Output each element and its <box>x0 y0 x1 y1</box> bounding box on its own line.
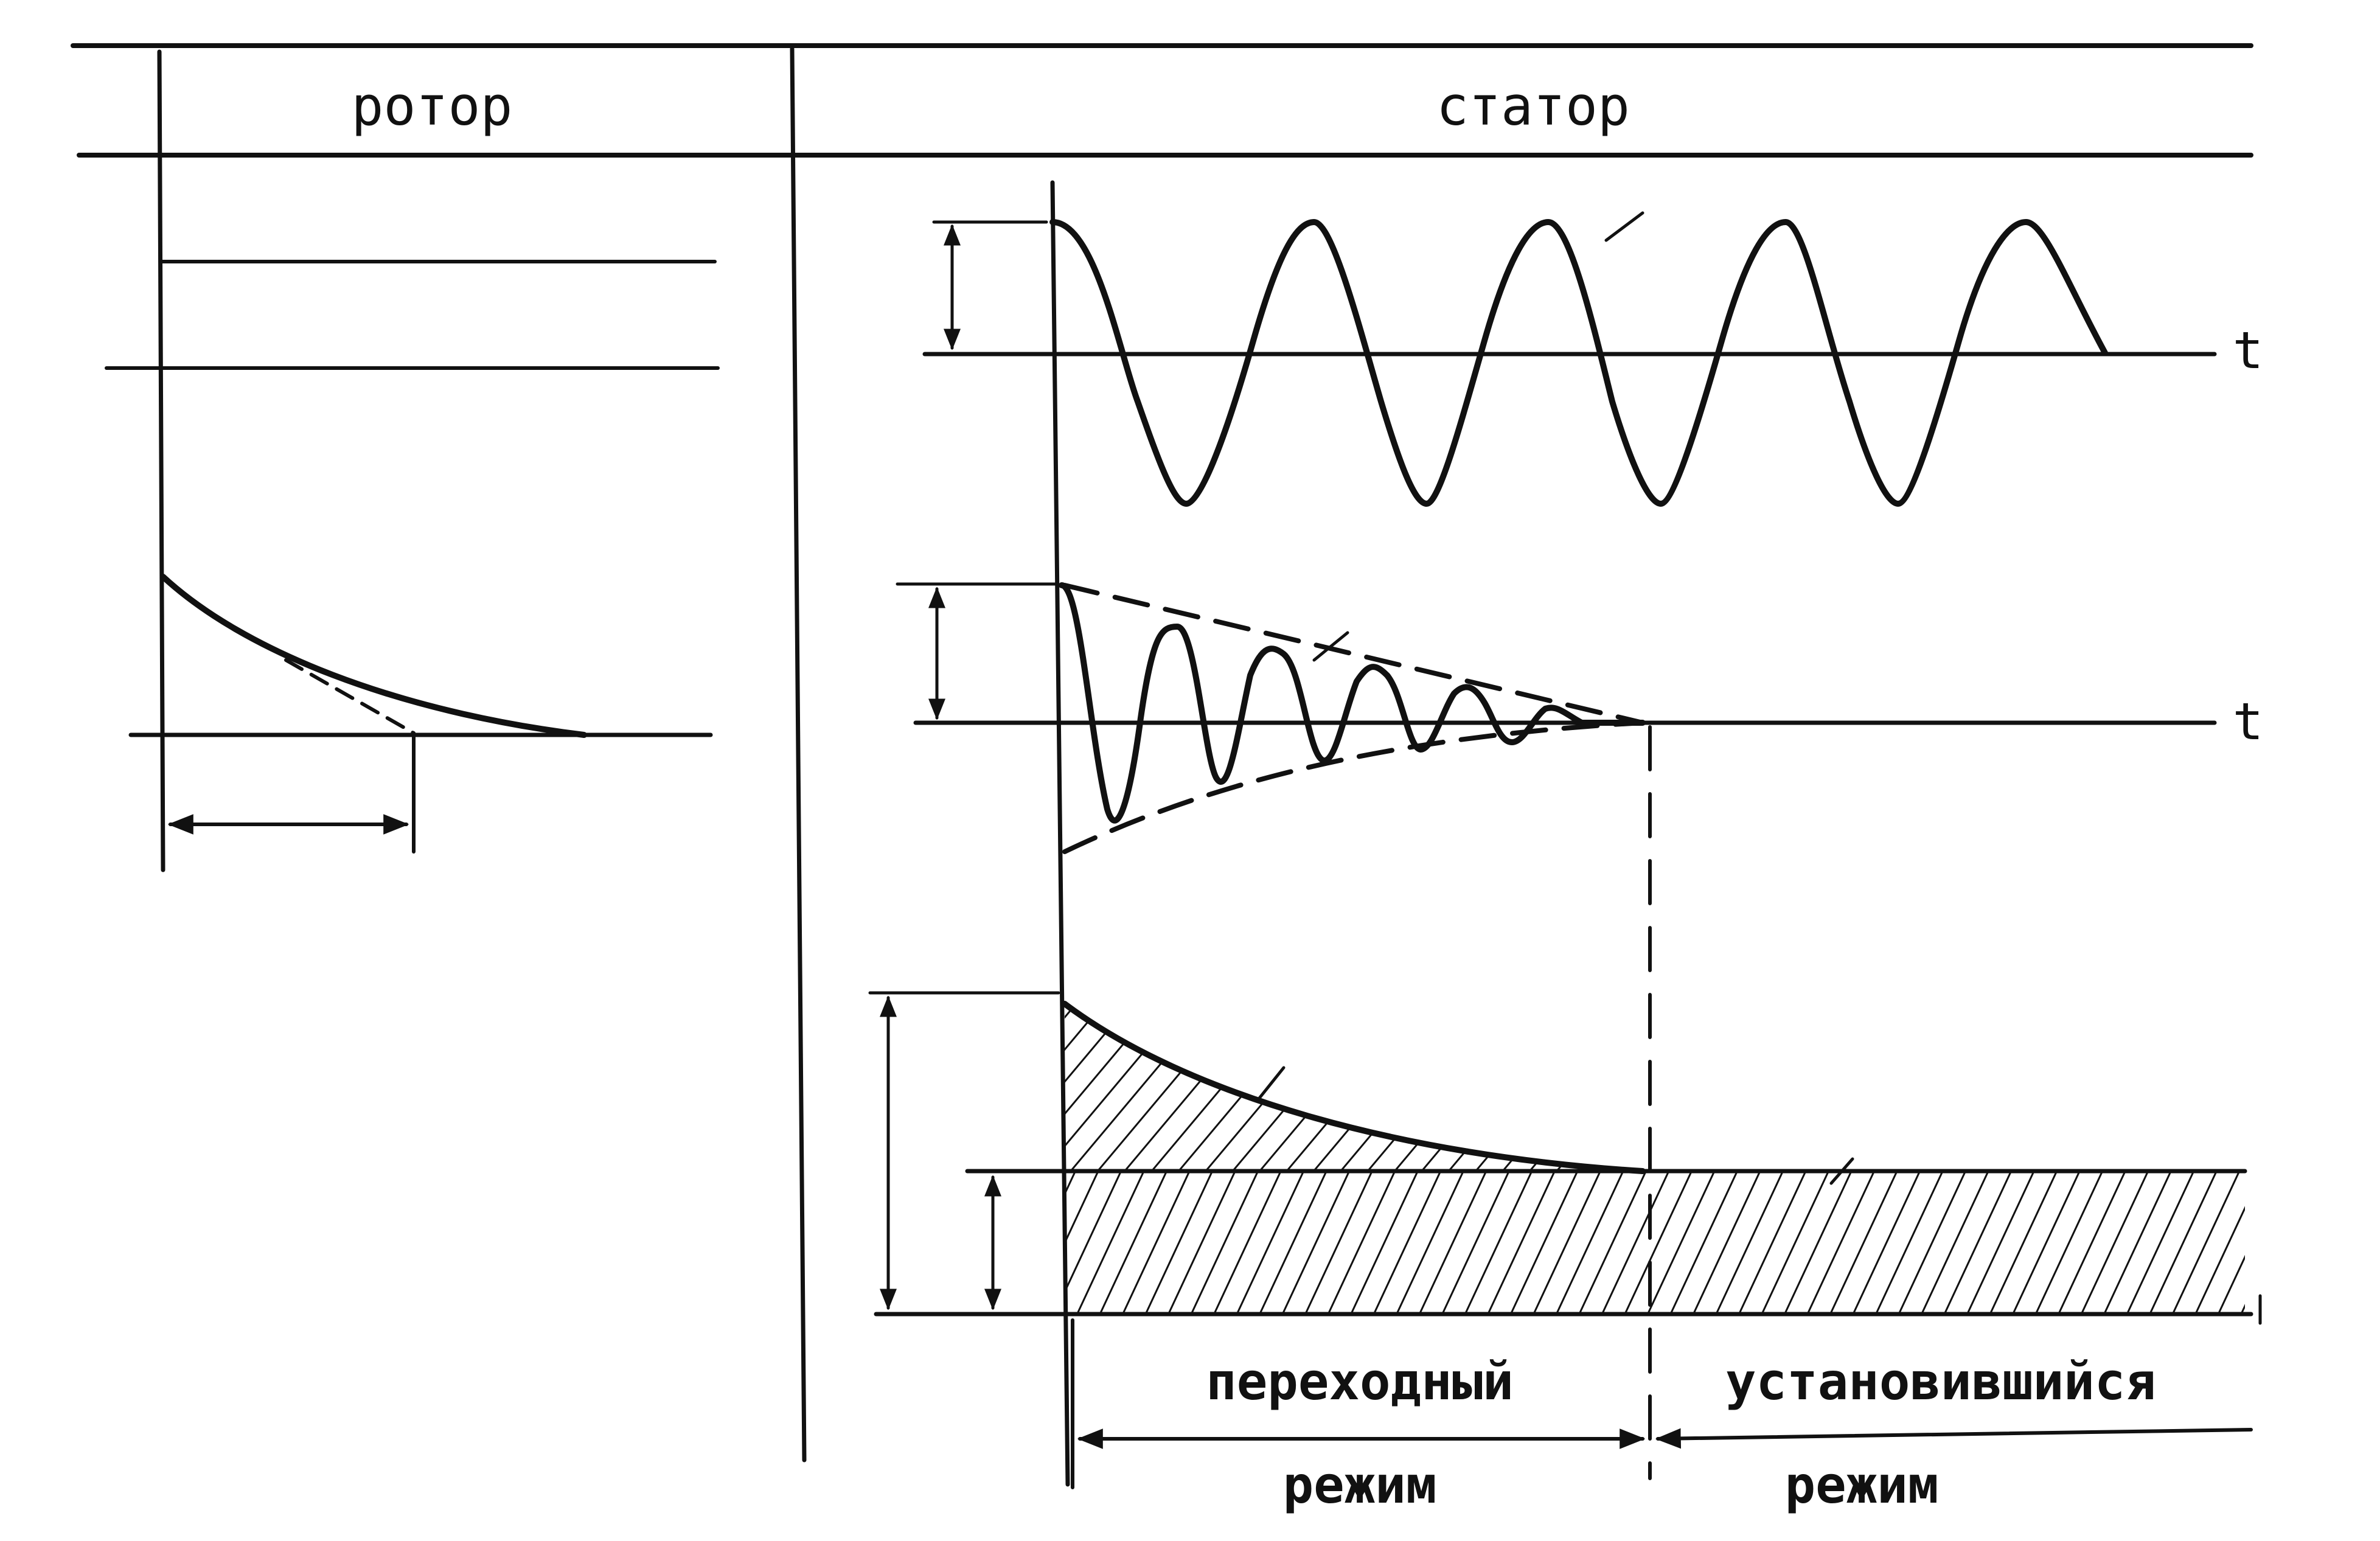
wave2-lower-envelope <box>1062 720 1645 854</box>
steady-mode-arrow <box>1655 1428 2253 1449</box>
table-header: ротор статор <box>71 43 2253 1463</box>
steady-component-hatched-area <box>1065 1171 2245 1314</box>
rotor-vertical-axis <box>157 49 165 872</box>
transient-mode-label: переходный <box>1206 1352 1514 1411</box>
rotor-time-constant-tangent <box>284 658 416 735</box>
wave1-sine-curve <box>1049 219 2108 507</box>
stator-header-label: статор <box>1436 75 1630 137</box>
aperiodic-decay-curve <box>1062 1001 1646 1174</box>
wave1-time-axis-label: t <box>2233 321 2264 380</box>
transient-regime-label: режим <box>1283 1455 1437 1515</box>
aperiodic-curve-marker <box>1258 1066 1286 1100</box>
aperiodic-component-hatched-area <box>1065 1004 1643 1171</box>
steady-curve-marker <box>1829 1157 1854 1185</box>
steady-regime-label: режим <box>1785 1455 1939 1515</box>
mode-labels: переходный установившийся режим режим <box>1071 1318 2253 1515</box>
rotor-decay-curve <box>160 574 587 738</box>
rotor-header-label: ротор <box>352 75 513 137</box>
stator-current-components <box>868 991 2262 1325</box>
stator-decaying-wave: t <box>896 582 2264 1480</box>
wave2-upper-envelope <box>1062 583 1645 725</box>
rotor-graphs <box>105 49 720 872</box>
wave2-damped-oscillation-curve <box>1059 582 1646 824</box>
wave2-curve-marker <box>1312 631 1349 662</box>
wave1-curve-marker <box>1604 211 1644 242</box>
column-divider <box>790 46 807 1463</box>
steady-mode-label: установившийся <box>1725 1352 2156 1411</box>
wave2-time-axis-label: t <box>2233 692 2264 751</box>
